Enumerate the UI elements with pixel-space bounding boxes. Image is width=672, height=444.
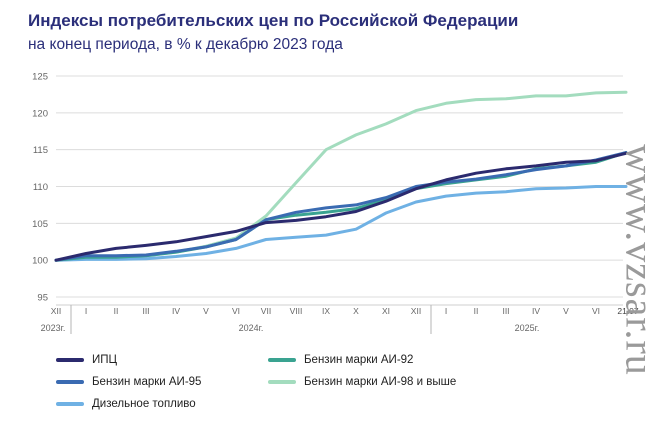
x-tick-label: 21.07: [617, 306, 639, 316]
series-line: [54, 151, 628, 262]
x-tick-label: I: [85, 306, 87, 316]
legend-swatch: [268, 358, 296, 362]
legend-item-ai95: Бензин марки АИ-95: [56, 376, 201, 388]
x-tick-label: II: [474, 306, 479, 316]
x-tick-label: IX: [322, 306, 330, 316]
x-tick-label: XII: [51, 306, 61, 316]
y-tick-label: 125: [32, 72, 48, 83]
legend-item-diesel: Дизельное топливо: [56, 398, 196, 410]
legend-label: Бензин марки АИ-98 и выше: [304, 376, 457, 388]
series-line: [54, 151, 628, 262]
watermark-text: www.vzsar.ru: [617, 144, 663, 376]
chart-subtitle: на конец периода, в % к декабрю 2023 год…: [28, 36, 343, 53]
y-tick-label: 95: [37, 293, 48, 304]
legend-label: Дизельное топливо: [92, 398, 196, 410]
y-tick-label: 100: [32, 256, 48, 267]
legend-swatch: [56, 380, 84, 384]
y-tick-label: 110: [33, 182, 48, 193]
x-tick-label: XII: [411, 306, 421, 316]
x-tick-label: VI: [232, 306, 240, 316]
x-tick-label: V: [563, 306, 569, 316]
chart-title: Индексы потребительских цен по Российско…: [28, 11, 519, 30]
legend-label: Бензин марки АИ-95: [92, 376, 202, 388]
x-tick-label: VII: [261, 306, 271, 316]
legend-label: Бензин марки АИ-92: [304, 354, 414, 366]
year-label: 2023г.: [41, 323, 66, 333]
x-tick-label: III: [142, 306, 149, 316]
x-tick-label: II: [114, 306, 119, 316]
series-line: [54, 185, 628, 262]
year-label: 2024г.: [239, 323, 264, 333]
legend-item-ai92: Бензин марки АИ-92: [268, 354, 413, 366]
legend-item-cpi: ИПЦ: [56, 354, 117, 366]
legend-swatch: [56, 358, 84, 362]
legend-swatch: [268, 380, 296, 384]
x-tick-label: XI: [382, 306, 390, 316]
y-tick-label: 120: [32, 108, 48, 119]
series-line: [54, 90, 628, 262]
x-tick-label: VI: [592, 306, 600, 316]
legend-item-ai98: Бензин марки АИ-98 и выше: [268, 376, 456, 388]
x-tick-label: III: [502, 306, 509, 316]
legend-label: ИПЦ: [92, 354, 118, 366]
x-tick-label: X: [353, 306, 359, 316]
y-tick-label: 115: [33, 145, 48, 156]
x-tick-label: IV: [172, 306, 180, 316]
x-tick-label: I: [445, 306, 447, 316]
x-tick-label: IV: [532, 306, 540, 316]
legend-swatch: [56, 402, 84, 406]
watermark: www.vzsar.ru: [616, 80, 664, 440]
y-tick-label: 105: [32, 219, 48, 230]
x-tick-label: V: [203, 306, 209, 316]
year-label: 2025г.: [515, 323, 540, 333]
x-tick-label: VIII: [290, 306, 303, 316]
